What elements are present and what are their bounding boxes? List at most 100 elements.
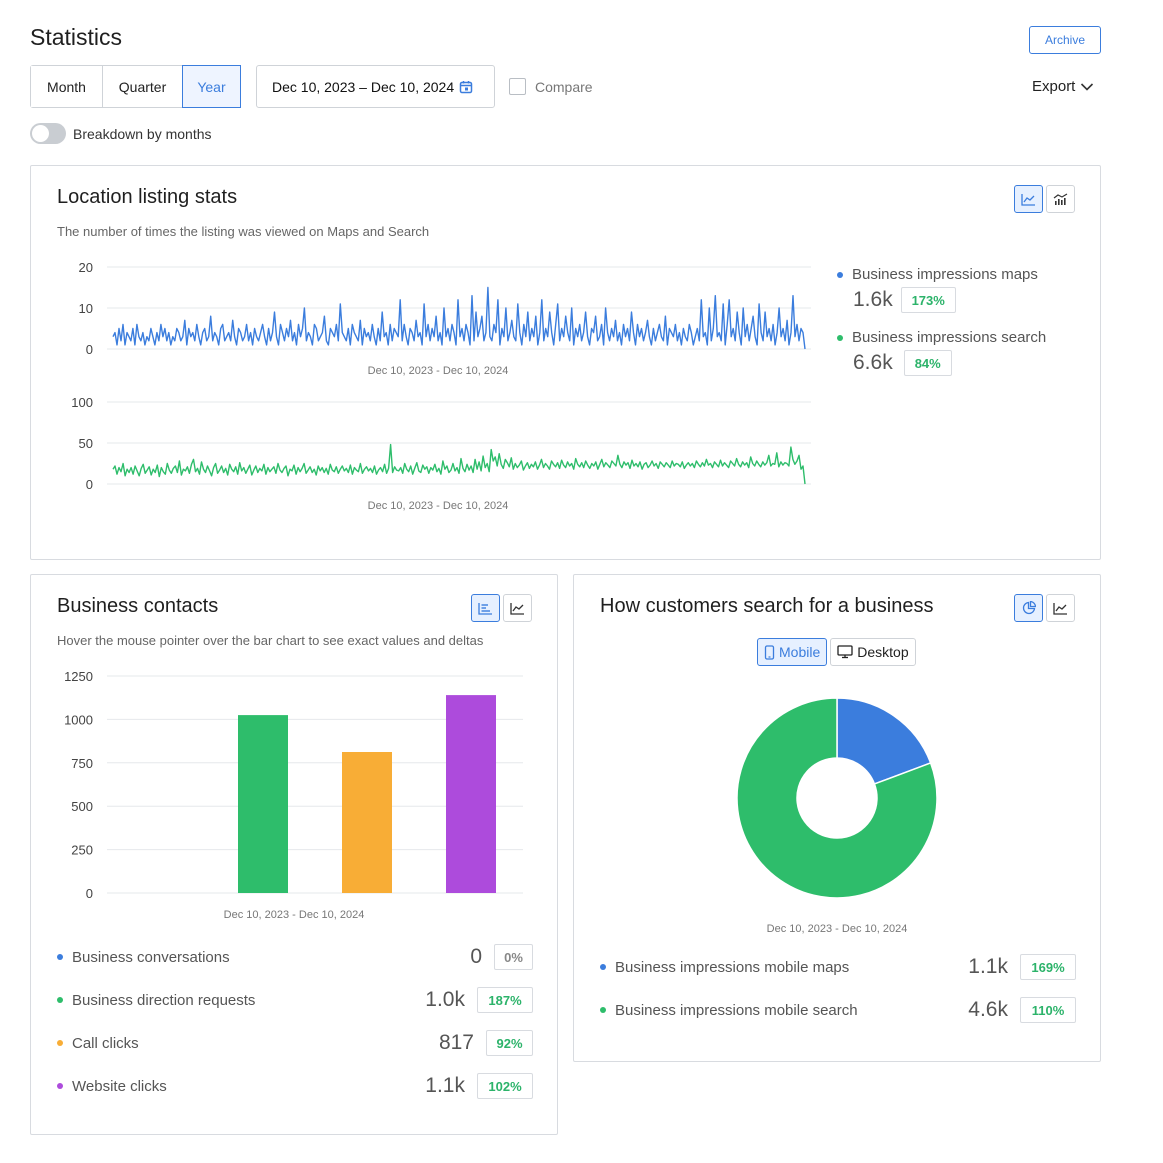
legend-search-value: 6.6k <box>853 351 893 374</box>
contacts-legend-dot <box>57 1083 63 1089</box>
contacts-legend-value: 0 <box>470 945 482 968</box>
combined-chart-view-button[interactable] <box>1046 185 1075 213</box>
search-chart-range-label: Dec 10, 2023 - Dec 10, 2024 <box>368 500 509 512</box>
donut-range-label: Dec 10, 2023 - Dec 10, 2024 <box>767 923 908 935</box>
location-listing-card: Location listing stats The number of tim… <box>30 165 1101 560</box>
bar-chart-icon <box>478 602 492 615</box>
legend-maps-delta: 173% <box>900 287 956 313</box>
search-legend-value: 4.6k <box>968 998 1008 1021</box>
bar-ytick-label: 1250 <box>64 669 93 684</box>
contacts-title: Business contacts <box>57 595 219 617</box>
line-chart-icon <box>1053 602 1067 615</box>
bar-2 <box>342 752 392 893</box>
contacts-legend: Business conversations 0 0% Business direct… <box>57 943 533 1113</box>
maps-chart-series-line <box>112 286 806 350</box>
maps-chart-range-label: Dec 10, 2023 - Dec 10, 2024 <box>368 365 509 377</box>
tab-desktop[interactable]: Desktop <box>830 638 916 666</box>
contacts-legend-value: 1.0k <box>425 988 465 1011</box>
tab-desktop-label: Desktop <box>857 644 909 660</box>
contacts-legend-dot <box>57 997 63 1003</box>
maps-chart-ytick-label: 0 <box>86 342 93 357</box>
contacts-subtitle: Hover the mouse pointer over the bar cha… <box>57 633 484 648</box>
period-selector: Month Quarter Year <box>30 65 241 108</box>
breakdown-toggle[interactable] <box>30 123 66 144</box>
listing-subtitle: The number of times the listing was view… <box>57 224 430 239</box>
bar-chart-view-button[interactable] <box>471 594 500 622</box>
contacts-legend-row: Call clicks 817 92% <box>57 1029 533 1057</box>
contacts-legend-row: Business conversations 0 0% <box>57 943 533 971</box>
search-legend-row: Business impressions mobile maps 1.1k 169% <box>600 953 1076 981</box>
search-legend-dot <box>600 1007 606 1013</box>
tab-mobile-label: Mobile <box>779 644 821 660</box>
line-chart-icon <box>510 602 524 615</box>
line-chart-view-button[interactable] <box>1014 185 1043 213</box>
bar-line-chart-icon <box>1053 192 1068 205</box>
search-legend-label: Business impressions mobile search <box>615 1001 858 1019</box>
contacts-line-view-button[interactable] <box>503 594 532 622</box>
pie-chart-icon <box>1022 601 1036 615</box>
contacts-legend-delta: 102% <box>477 1073 533 1099</box>
customer-search-card: How customers search for a business Mobi… <box>573 574 1101 1062</box>
search-chart-ytick-label: 100 <box>71 395 93 410</box>
legend-maps-label: Business impressions maps <box>852 266 1038 283</box>
search-title: How customers search for a business <box>600 595 934 617</box>
bar-ytick-label: 750 <box>71 756 93 771</box>
search-chart-ytick-label: 50 <box>79 436 93 451</box>
mobile-icon <box>764 644 775 660</box>
contacts-legend-label: Website clicks <box>72 1077 167 1095</box>
period-month-button[interactable]: Month <box>31 66 103 107</box>
legend-search: Business impressions search <box>837 329 1087 346</box>
search-donut-chart: Dec 10, 2023 - Dec 10, 2024 <box>736 697 938 935</box>
compare-checkbox[interactable] <box>509 78 526 95</box>
search-legend: Business impressions mobile maps 1.1k 169%… <box>600 953 1076 1043</box>
search-legend-label: Business impressions mobile maps <box>615 958 850 976</box>
contacts-bar-chart: 0 250 500 750 1000 1250 Dec 10, 2023 - Dec 10,… <box>64 669 523 921</box>
bar-ytick-label: 250 <box>71 843 93 858</box>
contacts-legend-row: Business direction requests 1.0k 187% <box>57 986 533 1014</box>
line-chart-icon <box>1021 193 1035 206</box>
contacts-legend-delta: 0% <box>494 944 533 970</box>
listing-charts: 0 10 20 Dec 10, 2023 - Dec 10, 2024 0 50 100 D… <box>71 260 811 512</box>
bar-1 <box>238 715 288 893</box>
listing-legend: Business impressions maps 1.6k 173% Busi… <box>837 266 1087 376</box>
search-line-view-button[interactable] <box>1046 594 1075 622</box>
listing-title: Location listing stats <box>57 186 238 208</box>
page-title: Statistics <box>30 24 123 50</box>
export-dropdown[interactable]: Export <box>1032 78 1094 95</box>
bar-ytick-label: 0 <box>86 886 93 901</box>
contacts-legend-label: Call clicks <box>72 1034 139 1052</box>
period-quarter-button[interactable]: Quarter <box>103 66 183 107</box>
contacts-legend-value: 1.1k <box>425 1074 465 1097</box>
pie-chart-view-button[interactable] <box>1014 594 1043 622</box>
search-legend-dot <box>600 964 606 970</box>
date-range-picker[interactable]: Dec 10, 2023 – Dec 10, 2024 <box>256 65 495 108</box>
contacts-legend-value: 817 <box>438 1031 474 1054</box>
maps-chart-ytick-label: 10 <box>79 301 93 316</box>
calendar-icon <box>459 80 473 93</box>
search-legend-value: 1.1k <box>968 955 1008 978</box>
contacts-legend-delta: 92% <box>486 1030 533 1056</box>
contacts-legend-dot <box>57 954 63 960</box>
tab-mobile[interactable]: Mobile <box>757 638 828 666</box>
archive-button[interactable]: Archive <box>1029 26 1101 54</box>
period-year-button[interactable]: Year <box>182 65 241 108</box>
maps-chart-ytick-label: 20 <box>79 260 93 275</box>
legend-search-dot <box>837 334 843 341</box>
search-legend-row: Business impressions mobile search 4.6k 11… <box>600 996 1076 1024</box>
desktop-icon <box>837 645 853 659</box>
bar-ytick-label: 500 <box>71 799 93 814</box>
donut-slice-1 <box>736 697 938 899</box>
breakdown-label: Breakdown by months <box>73 125 212 142</box>
bar-range-label: Dec 10, 2023 - Dec 10, 2024 <box>224 909 365 921</box>
business-contacts-card: Business contacts Hover the mouse pointe… <box>30 574 558 1135</box>
breakdown-toggle-row: Breakdown by months <box>30 123 212 144</box>
search-legend-delta: 169% <box>1020 954 1076 980</box>
legend-maps: Business impressions maps <box>837 266 1087 283</box>
contacts-legend-label: Business conversations <box>72 948 230 966</box>
legend-maps-value: 1.6k <box>853 288 893 311</box>
compare-toggle[interactable]: Compare <box>509 78 593 95</box>
donut-slice-0 <box>836 697 932 785</box>
compare-label: Compare <box>535 78 593 95</box>
legend-search-label: Business impressions search <box>852 329 1047 346</box>
contacts-legend-delta: 187% <box>477 987 533 1013</box>
